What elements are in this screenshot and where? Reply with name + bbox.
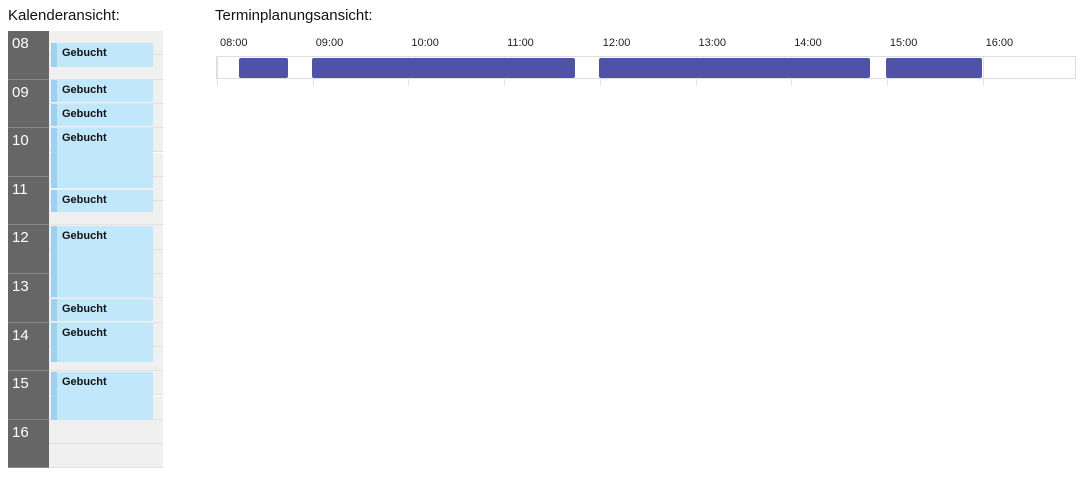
booked-event[interactable]: Gebucht bbox=[51, 43, 153, 67]
half-slot bbox=[49, 419, 163, 445]
time-label: 08:00 bbox=[220, 37, 248, 49]
hour-label: 13 bbox=[8, 274, 49, 323]
hour-label: 15 bbox=[8, 371, 49, 420]
booked-event[interactable]: Gebucht bbox=[51, 299, 153, 321]
booked-bar[interactable] bbox=[312, 58, 575, 78]
hour-label: 14 bbox=[8, 322, 49, 372]
booked-event[interactable]: Gebucht bbox=[51, 323, 153, 362]
hour-tick bbox=[217, 56, 218, 86]
hour-label: 10 bbox=[8, 128, 49, 177]
calendar-title: Kalenderansicht: bbox=[8, 7, 120, 24]
booked-bar[interactable] bbox=[599, 58, 870, 78]
schedule-title: Terminplanungsansicht: bbox=[215, 7, 373, 24]
time-label: 10:00 bbox=[411, 37, 439, 49]
time-label: 12:00 bbox=[602, 37, 631, 49]
hour-label: 12 bbox=[8, 225, 49, 274]
booked-event[interactable]: Gebucht bbox=[51, 104, 153, 126]
time-label: 09:00 bbox=[315, 37, 344, 49]
booked-event[interactable]: Gebucht bbox=[51, 80, 153, 102]
schedule-row bbox=[216, 56, 1076, 79]
booked-event[interactable]: Gebucht bbox=[51, 128, 153, 188]
hour-label: 08 bbox=[8, 31, 49, 80]
hour-label: 16 bbox=[8, 419, 49, 469]
hour-label: 11 bbox=[8, 176, 49, 226]
time-label: 13:00 bbox=[698, 37, 727, 49]
hour-tick bbox=[982, 56, 984, 86]
booked-event[interactable]: Gebucht bbox=[51, 372, 153, 420]
booked-event[interactable]: Gebucht bbox=[51, 226, 153, 297]
booked-bar[interactable] bbox=[886, 58, 982, 78]
time-label: 16:00 bbox=[985, 37, 1014, 49]
booked-bar[interactable] bbox=[239, 58, 288, 78]
hour-label: 09 bbox=[8, 79, 49, 129]
half-slot bbox=[49, 444, 163, 469]
time-label: 14:00 bbox=[794, 37, 822, 49]
booked-event[interactable]: Gebucht bbox=[51, 190, 153, 212]
time-label: 15:00 bbox=[889, 37, 918, 49]
time-label: 11:00 bbox=[507, 37, 534, 49]
